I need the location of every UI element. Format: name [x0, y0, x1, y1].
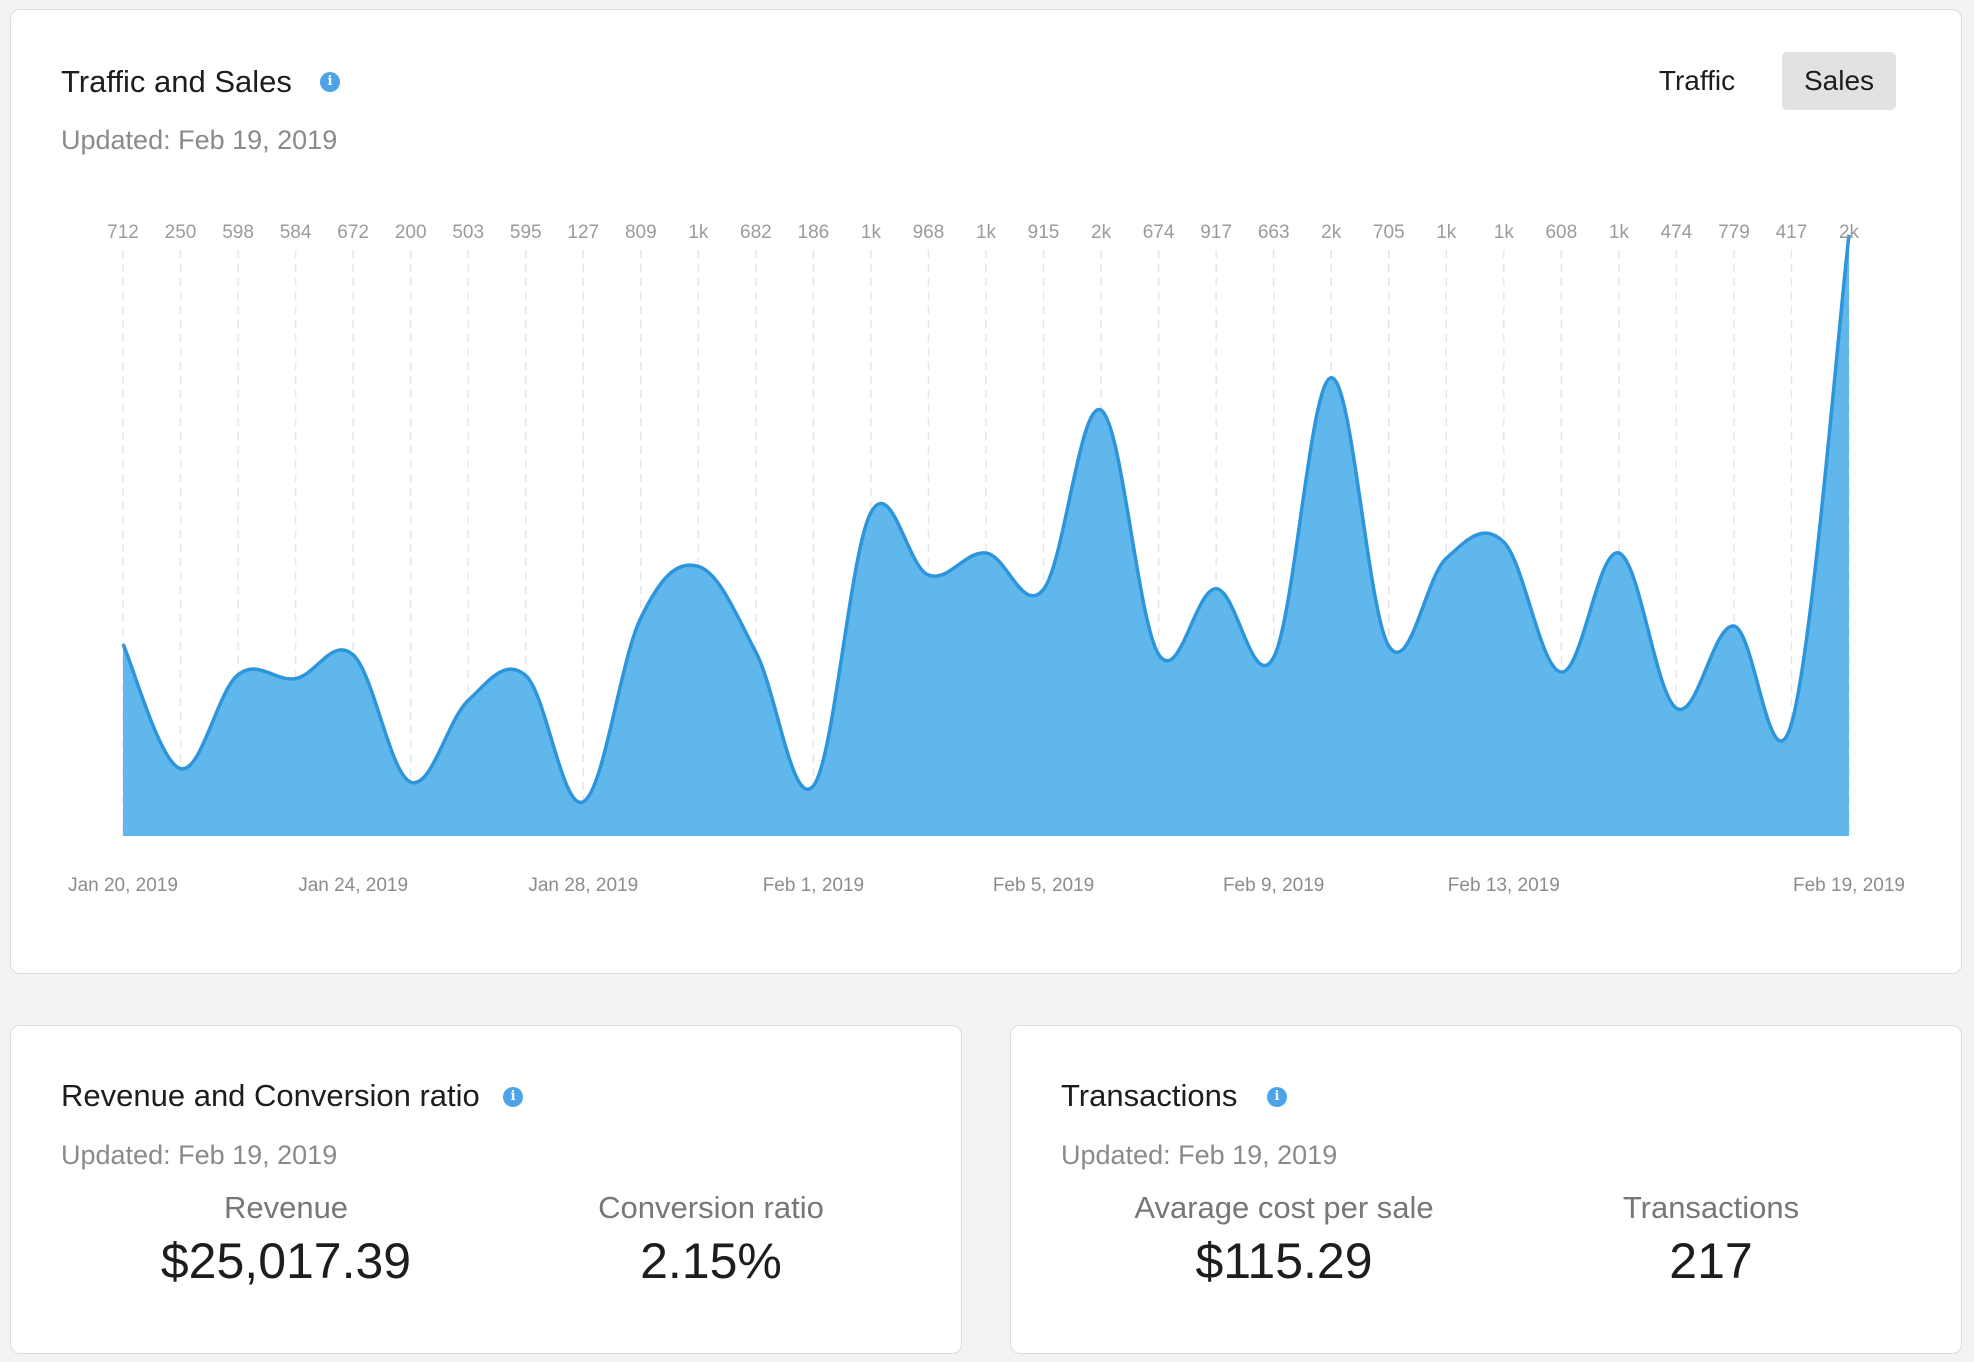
data-point[interactable]: [1156, 651, 1162, 657]
value-label: 598: [222, 222, 254, 243]
data-point[interactable]: [408, 779, 414, 785]
info-icon[interactable]: i: [1267, 1087, 1287, 1107]
value-label: 1k: [861, 222, 882, 243]
value-label: 674: [1143, 222, 1175, 243]
data-point[interactable]: [120, 641, 126, 647]
transactions-value: 217: [1669, 1233, 1753, 1289]
data-point[interactable]: [983, 550, 989, 556]
data-point[interactable]: [1386, 643, 1392, 649]
data-point[interactable]: [638, 615, 644, 621]
value-label: 917: [1200, 222, 1232, 243]
value-label: 705: [1373, 222, 1405, 243]
tab-sales[interactable]: Sales: [1782, 52, 1896, 110]
value-label: 608: [1545, 222, 1577, 243]
data-point[interactable]: [1213, 586, 1219, 592]
revenue-value: $25,017.39: [160, 1233, 412, 1289]
conversion-ratio-label: Conversion ratio: [598, 1190, 824, 1225]
data-point[interactable]: [925, 572, 931, 578]
x-tick-label: Jan 28, 2019: [528, 875, 638, 896]
data-point[interactable]: [580, 799, 586, 805]
info-icon[interactable]: i: [320, 72, 340, 92]
value-label: 2k: [1091, 222, 1112, 243]
value-label: 672: [337, 222, 369, 243]
card-title: Revenue and Conversion ratio: [61, 1078, 480, 1113]
sales-area: [123, 234, 1849, 836]
value-label: 1k: [1494, 222, 1515, 243]
value-label: 200: [395, 222, 427, 243]
data-point[interactable]: [1673, 705, 1679, 711]
data-point[interactable]: [235, 672, 241, 678]
avg-cost-value: $115.29: [1195, 1233, 1373, 1289]
revenue-conversion-card: Revenue and Conversion ratio i Updated: …: [10, 1025, 962, 1354]
sales-line: [121, 234, 1851, 804]
value-label: 186: [798, 222, 830, 243]
x-tick-label: Feb 13, 2019: [1448, 875, 1560, 896]
value-label: 915: [1028, 222, 1060, 243]
x-tick-label: Jan 24, 2019: [298, 875, 408, 896]
info-icon[interactable]: i: [503, 1087, 523, 1107]
value-label: 127: [567, 222, 599, 243]
value-label: 682: [740, 222, 772, 243]
value-label: 663: [1258, 222, 1290, 243]
traffic-sales-card: Traffic and Sales i Updated: Feb 19, 201…: [10, 9, 1962, 974]
value-label: 1k: [1609, 222, 1630, 243]
transactions-card: Transactions i Updated: Feb 19, 2019 Ava…: [1010, 1025, 1962, 1354]
value-label: 2k: [1321, 222, 1342, 243]
value-label: 1k: [1436, 222, 1457, 243]
data-point[interactable]: [695, 563, 701, 569]
card-title: Traffic and Sales: [61, 64, 292, 99]
updated-text: Updated: Feb 19, 2019: [61, 1140, 338, 1170]
data-point[interactable]: [1788, 721, 1794, 727]
card-title: Transactions: [1061, 1078, 1238, 1113]
data-point[interactable]: [810, 783, 816, 789]
value-label: 250: [165, 222, 197, 243]
transactions-label: Transactions: [1622, 1190, 1800, 1225]
data-point[interactable]: [1616, 550, 1622, 556]
updated-text: Updated: Feb 19, 2019: [1061, 1140, 1338, 1170]
data-point[interactable]: [523, 673, 529, 679]
value-label: 1k: [688, 222, 709, 243]
conversion-ratio-value: 2.15%: [640, 1233, 782, 1289]
value-label: 584: [280, 222, 312, 243]
x-tick-label: Feb 9, 2019: [1223, 875, 1324, 896]
data-point[interactable]: [868, 510, 874, 516]
value-label: 968: [913, 222, 945, 243]
data-point[interactable]: [1731, 623, 1737, 629]
value-label: 503: [452, 222, 484, 243]
value-label: 417: [1776, 222, 1808, 243]
value-label: 595: [510, 222, 542, 243]
value-label: 712: [107, 222, 139, 243]
data-point[interactable]: [293, 676, 299, 682]
data-point[interactable]: [1098, 407, 1104, 413]
data-point[interactable]: [753, 649, 759, 655]
value-label: 2k: [1839, 222, 1860, 243]
value-label: 779: [1718, 222, 1750, 243]
x-tick-label: Feb 1, 2019: [763, 875, 864, 896]
sales-chart: 712 250 598 584 672 200 503 595 127 809 1k 682 186 1k…: [68, 222, 1905, 896]
data-point[interactable]: [1443, 555, 1449, 561]
tab-traffic[interactable]: Traffic: [1658, 65, 1736, 96]
data-point[interactable]: [1328, 375, 1334, 381]
data-point[interactable]: [178, 766, 184, 772]
value-label: 474: [1661, 222, 1693, 243]
data-point[interactable]: [465, 697, 471, 703]
data-point[interactable]: [1041, 586, 1047, 592]
x-tick-label: Feb 5, 2019: [993, 875, 1094, 896]
x-tick-label: Feb 19, 2019: [1793, 875, 1905, 896]
avg-cost-label: Avarage cost per sale: [1134, 1190, 1434, 1225]
data-point[interactable]: [350, 652, 356, 658]
value-label: 1k: [976, 222, 997, 243]
data-point[interactable]: [1271, 654, 1277, 660]
x-tick-label: Jan 20, 2019: [68, 875, 178, 896]
data-point[interactable]: [1501, 539, 1507, 545]
revenue-label: Revenue: [223, 1190, 349, 1225]
data-point[interactable]: [1558, 669, 1564, 675]
value-label: 809: [625, 222, 657, 243]
updated-text: Updated: Feb 19, 2019: [61, 125, 338, 155]
